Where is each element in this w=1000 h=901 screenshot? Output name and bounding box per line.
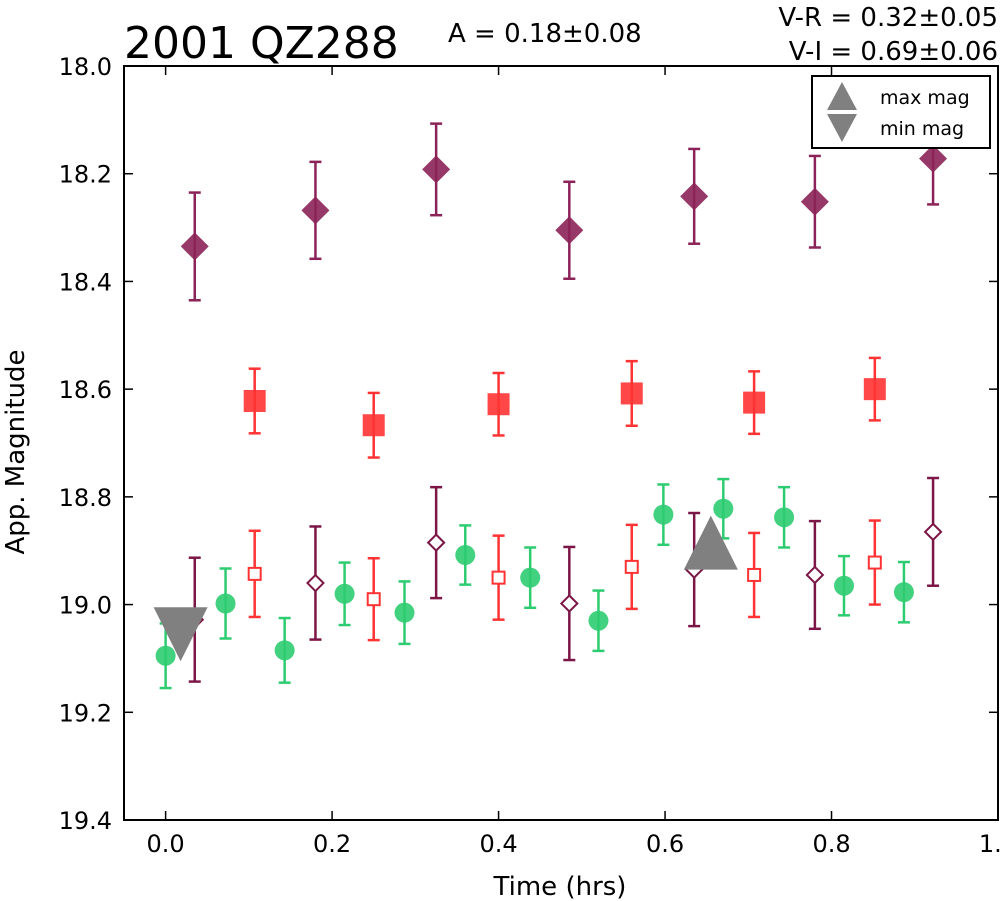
y-tick-label: 18.6 <box>59 376 112 404</box>
data-point-circle <box>520 567 541 588</box>
x-tick-label: 0.4 <box>479 830 517 858</box>
data-point-circle <box>215 593 236 614</box>
min-mag-marker <box>153 607 208 662</box>
data-point-circle <box>455 545 476 566</box>
color-annotation-vr: V-R = 0.32±0.05 <box>778 3 998 33</box>
data-point-square <box>362 414 385 437</box>
y-tick-label: 18.2 <box>59 161 112 189</box>
data-point-open-square <box>247 566 262 581</box>
x-tick-label: 0.2 <box>313 830 351 858</box>
y-tick-label: 18.4 <box>59 268 112 296</box>
data-point-circle <box>834 575 855 596</box>
data-point-diamond <box>800 187 829 216</box>
legend-max-mag-label: max mag <box>880 87 970 109</box>
data-marks <box>153 111 948 690</box>
y-tick-label: 19.0 <box>59 592 112 620</box>
data-point-circle <box>274 640 295 661</box>
data-point-open-diamond <box>426 533 446 553</box>
y-tick-label: 19.4 <box>59 807 112 835</box>
data-point-circle <box>588 610 609 631</box>
data-point-diamond <box>919 144 948 173</box>
y-tick-label: 18.0 <box>59 53 112 81</box>
plot-frame <box>123 65 999 821</box>
x-tick-label: 1.0 <box>979 830 1000 858</box>
data-point-square <box>863 378 886 401</box>
data-point-open-square <box>747 567 762 582</box>
color-annotation-vi: V-I = 0.69±0.06 <box>789 37 998 67</box>
series-open-square <box>247 519 882 642</box>
data-point-diamond <box>422 155 451 184</box>
data-point-circle <box>774 507 795 528</box>
data-point-open-diamond <box>923 522 943 542</box>
series-filled-square <box>243 356 886 459</box>
data-point-open-square <box>366 592 381 607</box>
data-point-open-diamond <box>559 594 579 613</box>
data-point-circle <box>893 582 914 603</box>
data-point-circle <box>713 498 734 519</box>
data-point-circle <box>155 645 176 666</box>
x-tick-label: 0.8 <box>812 830 850 858</box>
data-point-open-square <box>491 570 506 585</box>
data-point-square <box>243 389 266 412</box>
legend-min-mag-label: min mag <box>880 118 964 140</box>
amplitude-annotation: A = 0.18±0.08 <box>448 19 642 49</box>
y-axis-label: App. Magnitude <box>1 349 31 554</box>
y-tick-label: 19.2 <box>59 699 112 727</box>
chart-title: 2001 QZ288 <box>124 18 399 69</box>
data-point-diamond <box>301 196 330 225</box>
data-point-diamond <box>555 216 584 245</box>
data-point-diamond <box>180 232 209 261</box>
data-point-open-diamond <box>805 565 825 585</box>
series-filled-circle <box>155 477 914 690</box>
data-point-open-square <box>867 555 882 570</box>
series-open-diamond <box>185 476 943 683</box>
data-point-open-diamond <box>306 573 325 593</box>
data-point-diamond <box>680 182 709 211</box>
data-point-circle <box>394 602 415 623</box>
legend-min-mag-icon <box>827 114 857 142</box>
data-point-circle <box>653 504 674 525</box>
data-point-square <box>743 391 766 414</box>
data-point-open-square <box>624 559 639 574</box>
legend: max mag min mag <box>811 75 991 149</box>
data-point-square <box>487 393 510 416</box>
axis-ticks: 0.0 0.2 0.4 0.6 0.8 1.0 18.0 18.2 18.4 18.6 18.8 19… <box>59 53 1000 858</box>
legend-max-mag-icon <box>827 82 857 110</box>
x-tick-label: 0.0 <box>147 830 185 858</box>
data-point-square <box>620 382 643 405</box>
y-tick-label: 18.8 <box>59 484 112 512</box>
x-tick-label: 0.6 <box>646 830 684 858</box>
max-mag-marker <box>683 515 738 570</box>
data-point-circle <box>334 583 355 604</box>
x-axis-label: Time (hrs) <box>493 872 627 901</box>
